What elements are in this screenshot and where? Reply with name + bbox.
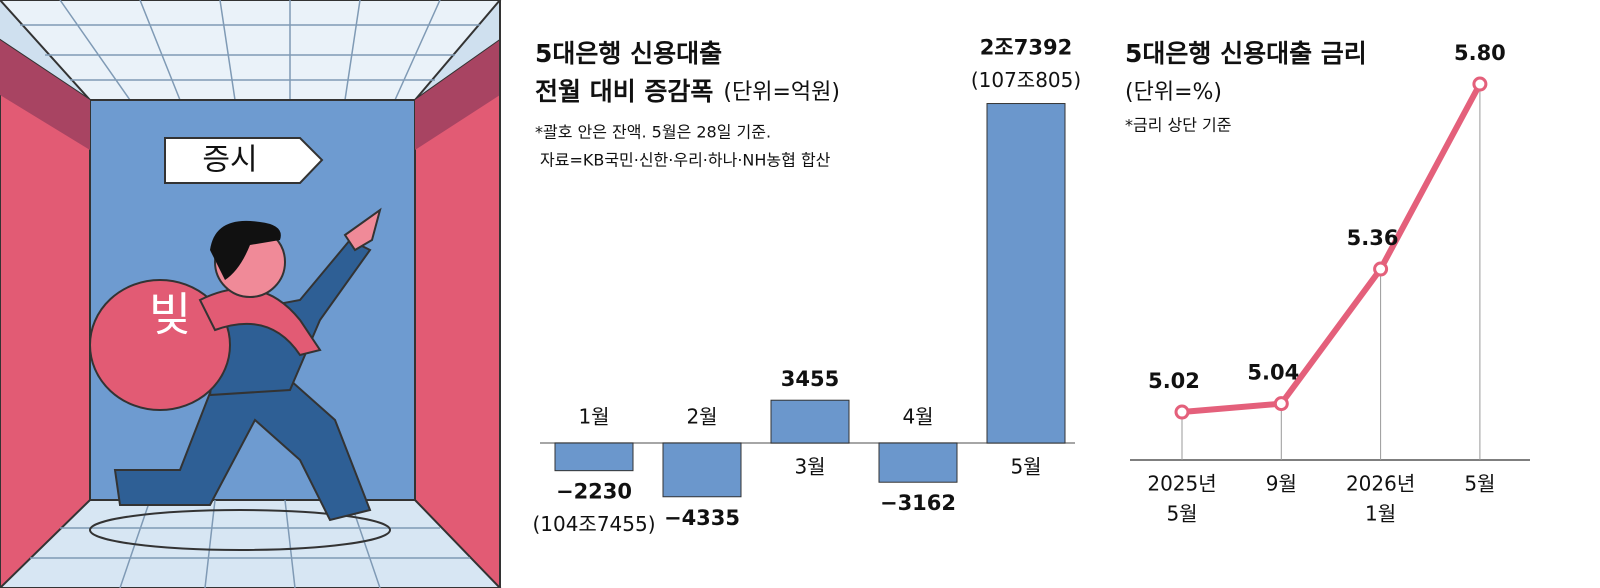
value-label: −2230 [556, 480, 632, 504]
category-label: 3월 [794, 455, 825, 479]
value-label: −3162 [880, 491, 956, 515]
value-label: 5.80 [1454, 41, 1506, 65]
value-label: 3455 [781, 367, 839, 391]
value-label: 5.02 [1148, 369, 1200, 393]
balance-label: (107조805) [971, 68, 1081, 92]
value-label: 2조7392 [980, 36, 1072, 60]
balance-label: (104조7455) [532, 512, 655, 536]
ceiling-grid [20, 0, 480, 101]
unit-label: (단위=%) [1125, 80, 1222, 105]
bar [770, 399, 850, 444]
sign [164, 137, 324, 184]
x-tick-label: 1월 [1365, 502, 1396, 526]
right-wall [414, 38, 501, 588]
x-tick-label: 5월 [1464, 472, 1495, 496]
chart-title: 전월 대비 증감폭 [535, 77, 713, 106]
value-label: 5.36 [1347, 226, 1399, 250]
unit-label: (단위=억원) [723, 80, 840, 105]
right-wall-top [415, 40, 500, 150]
bar [986, 103, 1066, 444]
legs [113, 379, 372, 522]
value-label: 5.04 [1247, 361, 1299, 385]
chart-title: 5대은행 신용대출 [535, 39, 722, 68]
category-label: 4월 [902, 405, 933, 429]
point [1174, 404, 1190, 420]
note: *괄호 안은 잔액. 5월은 28일 기준. [535, 123, 771, 142]
bar [662, 442, 742, 498]
sign-text: 증시 [202, 143, 257, 178]
left-wall-top [0, 40, 90, 150]
x-tick-label: 9월 [1266, 472, 1297, 496]
hair [210, 220, 281, 280]
x-tick-label: 2025년 [1147, 472, 1216, 496]
chart-title: 5대은행 신용대출 금리 [1125, 39, 1367, 68]
category-label: 2월 [686, 405, 717, 429]
shadow [89, 509, 391, 551]
value-label: −4335 [664, 506, 740, 530]
category-label: 1월 [578, 405, 609, 429]
bag-text: 빚 [149, 288, 191, 342]
bag [89, 279, 231, 411]
bar [878, 442, 958, 483]
bar [554, 442, 634, 472]
rate-line [1181, 82, 1483, 416]
x-tick-label: 5월 [1166, 502, 1197, 526]
point [1273, 396, 1289, 412]
point [1373, 261, 1389, 277]
x-tick-label: 2026년 [1346, 472, 1415, 496]
point [1472, 76, 1488, 92]
hand [343, 207, 382, 252]
category-label: 5월 [1010, 455, 1041, 479]
note: 자료=KB국민·신한·우리·하나·NH농협 합산 [540, 151, 831, 170]
illustration: 증시 빚 [0, 0, 502, 588]
note: *금리 상단 기준 [1125, 116, 1232, 135]
